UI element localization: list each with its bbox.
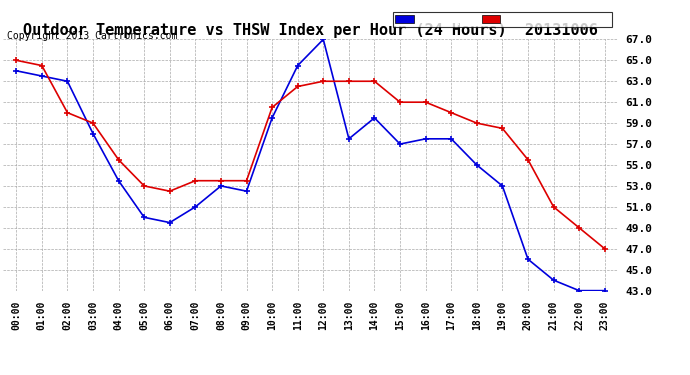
Legend: THSW  (°F), Temperature  (°F): THSW (°F), Temperature (°F)	[393, 12, 612, 27]
Text: Copyright 2013 Cartronics.com: Copyright 2013 Cartronics.com	[7, 32, 177, 41]
Title: Outdoor Temperature vs THSW Index per Hour (24 Hours)  20131006: Outdoor Temperature vs THSW Index per Ho…	[23, 23, 598, 38]
